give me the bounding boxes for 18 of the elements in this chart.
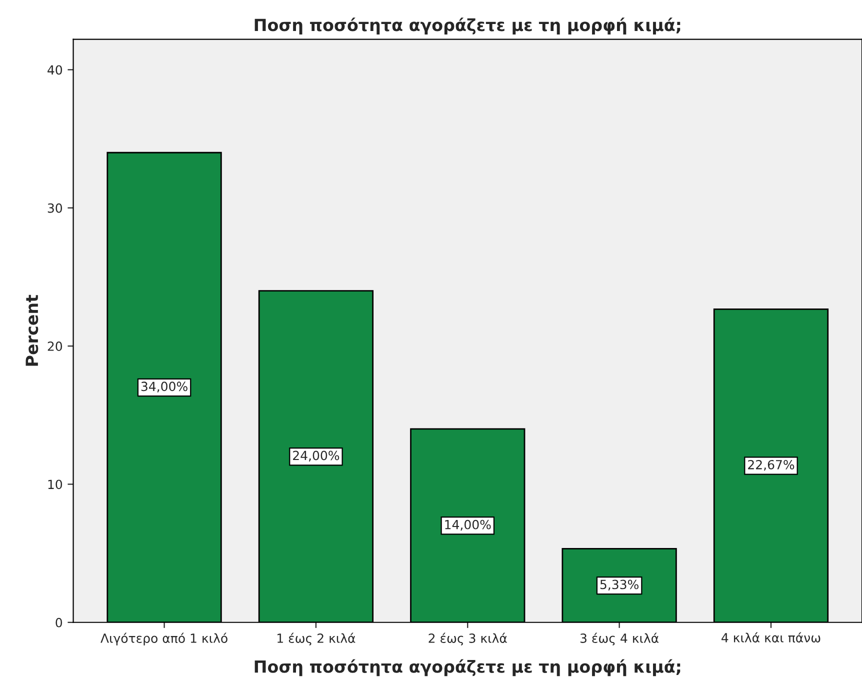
data-label: 14,00%: [445, 520, 491, 531]
data-label: 24,00%: [293, 450, 340, 462]
data-label: 34,00%: [141, 382, 188, 392]
y-tick-label: 10: [48, 480, 62, 490]
data-label: 22,67%: [748, 460, 794, 471]
data-label: 5,33%: [600, 580, 638, 590]
y-tick-label: 40: [48, 65, 62, 75]
x-tick-label: 1 έως 2 κιλά: [278, 632, 356, 646]
y-axis-title: Percent: [26, 294, 38, 366]
x-tick-label: 2 έως 3 κιλά: [428, 632, 507, 646]
y-tick-label: 20: [48, 342, 62, 351]
chart-title: Ποση ποσότητα αγοράζετε με τη μορφή κιμά;: [254, 18, 680, 34]
x-tick-label: Λιγότερο από 1 κιλό: [100, 632, 228, 646]
x-axis-title: Ποση ποσότητα αγοράζετε με τη μορφή κιμά;: [254, 659, 680, 676]
x-tick-label: 3 έως 4 κιλά: [580, 632, 659, 646]
y-tick-label: 0: [56, 618, 62, 628]
x-tick-label: 4 κιλά και πάνω: [722, 632, 820, 643]
y-tick-label: 30: [48, 203, 62, 213]
